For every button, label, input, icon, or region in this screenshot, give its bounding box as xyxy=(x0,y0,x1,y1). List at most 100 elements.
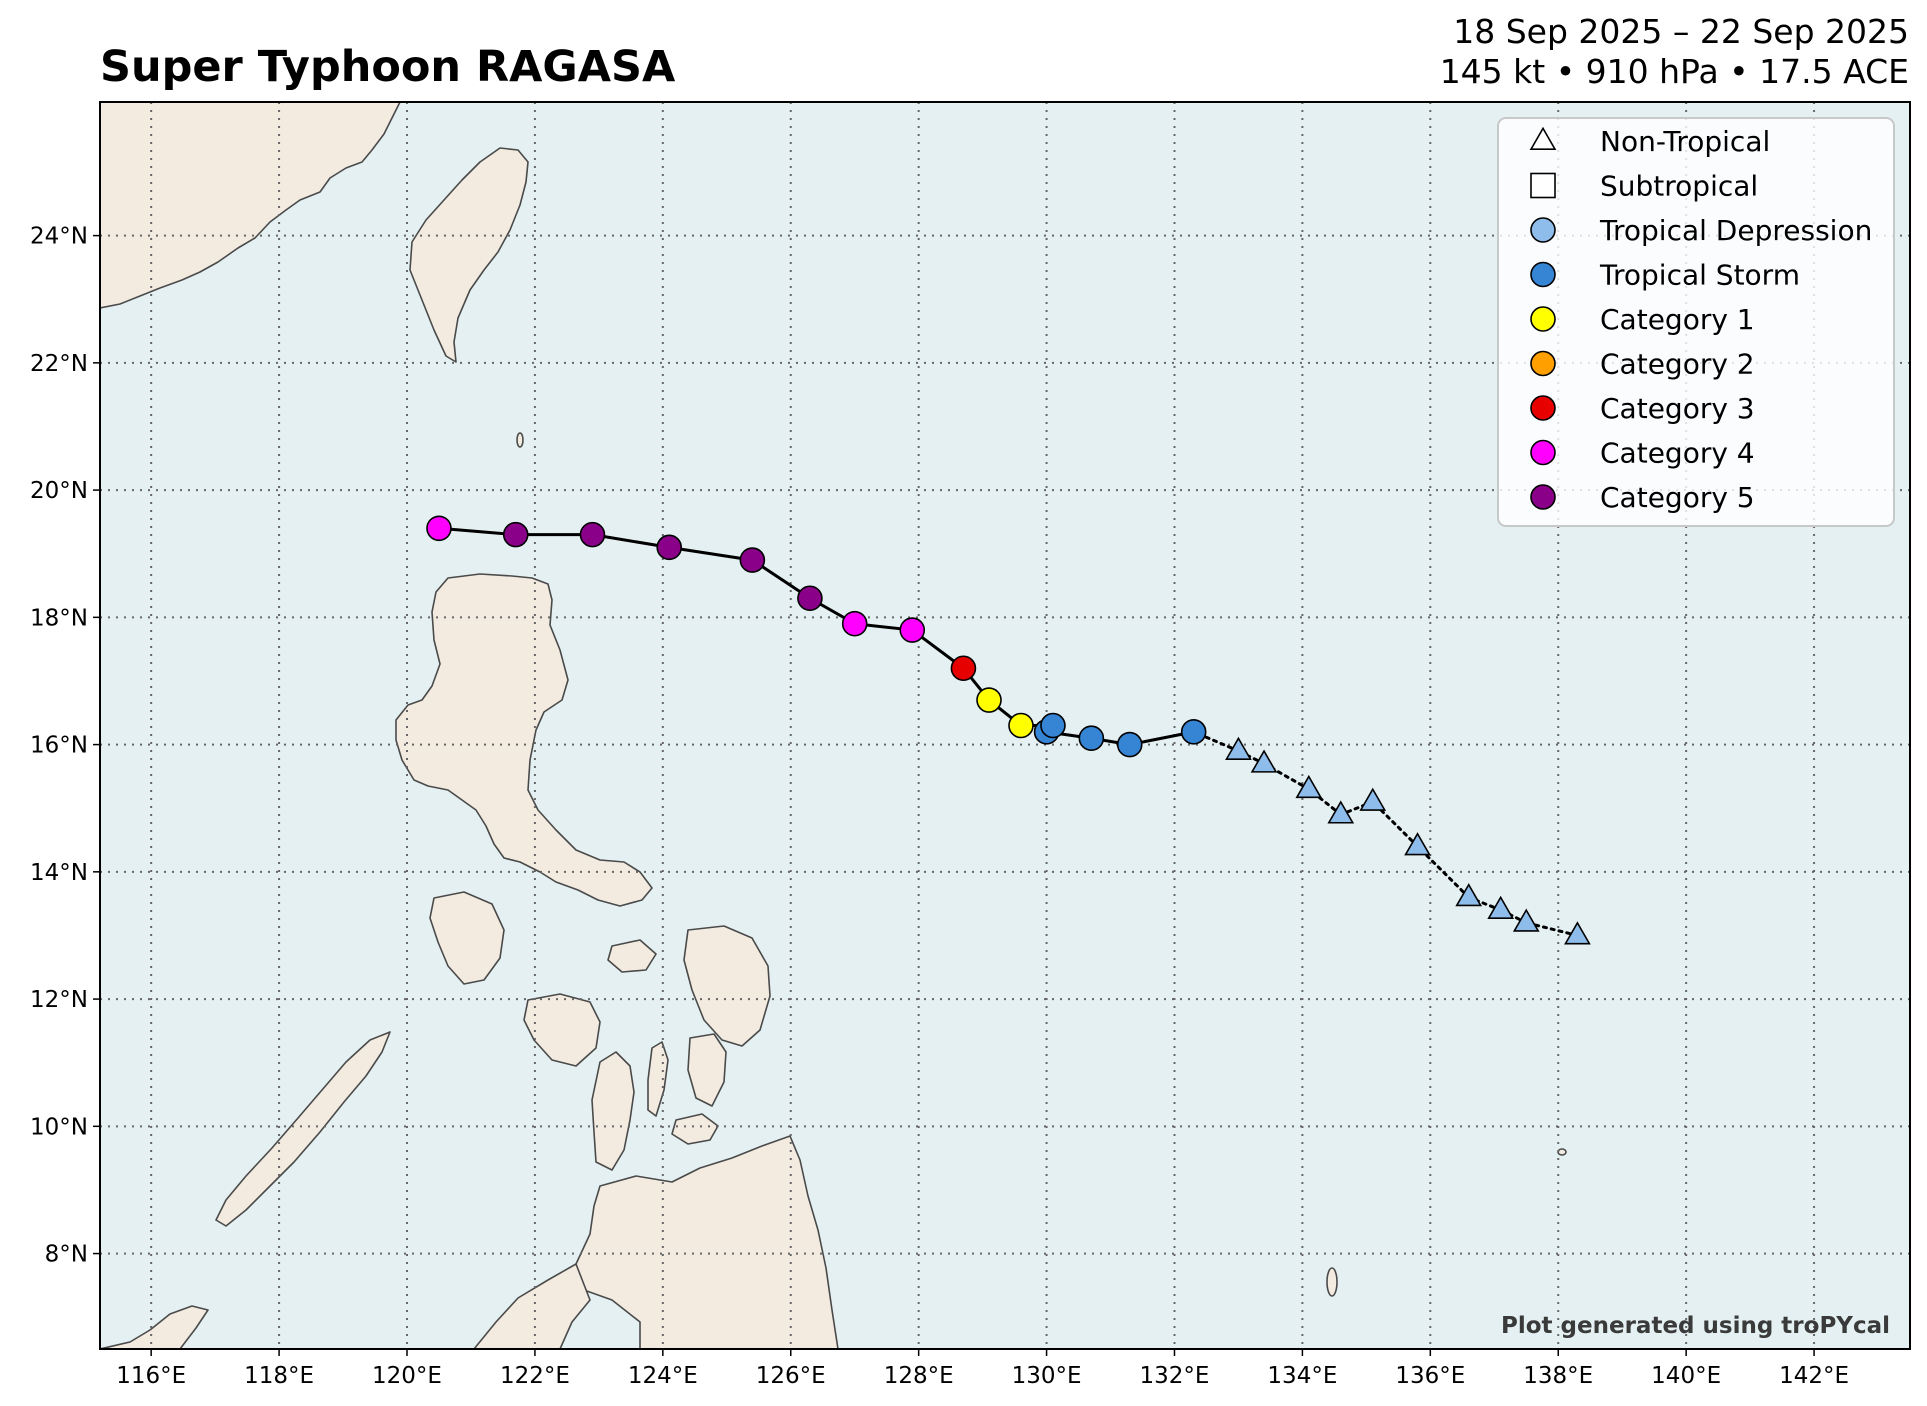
track-point[interactable] xyxy=(502,521,529,548)
x-tick-label: 138°E xyxy=(1523,1363,1593,1389)
luzon xyxy=(395,573,653,907)
legend-entry: Tropical Storm xyxy=(1530,259,1800,292)
batanes-island xyxy=(516,432,524,448)
masbate xyxy=(607,939,657,973)
zamboanga xyxy=(473,1263,591,1349)
circle-icon xyxy=(1530,217,1556,243)
legend-label: Category 4 xyxy=(1600,437,1755,470)
x-tick-label: 136°E xyxy=(1395,1363,1465,1389)
track-point[interactable] xyxy=(950,655,977,682)
circle-icon xyxy=(1530,350,1556,377)
y-tick-label: 16°N xyxy=(30,733,88,759)
track-point[interactable] xyxy=(1295,774,1323,799)
x-tick-label: 128°E xyxy=(884,1363,954,1389)
date-range: 18 Sep 2025 – 22 Sep 2025 xyxy=(1453,12,1909,51)
track-point[interactable] xyxy=(1455,883,1483,907)
track-point[interactable] xyxy=(899,617,926,643)
legend-label: Category 1 xyxy=(1600,303,1755,336)
track-point[interactable] xyxy=(976,687,1002,713)
y-tick-label: 14°N xyxy=(30,860,88,886)
cebu xyxy=(647,1041,669,1117)
track-point[interactable] xyxy=(1564,921,1591,945)
track-segment xyxy=(1339,800,1375,817)
track-point[interactable] xyxy=(656,534,683,561)
track-segment xyxy=(590,533,671,549)
track-point[interactable] xyxy=(1359,787,1387,811)
legend-entry: Category 1 xyxy=(1530,303,1755,336)
track-point[interactable] xyxy=(1327,800,1355,824)
track-point[interactable] xyxy=(1487,895,1515,919)
square-icon xyxy=(1530,172,1556,199)
storm-track xyxy=(426,515,1591,945)
track-point[interactable] xyxy=(1116,731,1143,758)
track-point[interactable] xyxy=(1180,719,1207,745)
circle-icon xyxy=(1530,395,1556,421)
mindoro xyxy=(429,891,505,985)
legend-label: Subtropical xyxy=(1600,170,1758,203)
circle-icon xyxy=(1530,306,1556,332)
track-point[interactable] xyxy=(426,515,452,542)
y-tick-label: 20°N xyxy=(30,478,88,504)
leyte xyxy=(687,1033,727,1107)
track-point[interactable] xyxy=(1225,736,1252,760)
x-tick-label: 140°E xyxy=(1651,1363,1721,1389)
y-tick-label: 10°N xyxy=(30,1114,88,1140)
track-point[interactable] xyxy=(1512,908,1540,932)
palawan xyxy=(215,1031,391,1227)
legend-entry: Tropical Depression xyxy=(1530,214,1872,247)
y-tick-label: 18°N xyxy=(30,605,88,631)
circle-icon xyxy=(1530,261,1556,288)
credit-text: Plot generated using troPYcal xyxy=(1501,1313,1890,1339)
track-point[interactable] xyxy=(1404,832,1431,856)
track-point[interactable] xyxy=(797,585,823,612)
triangle-icon xyxy=(1529,126,1557,150)
track-point[interactable] xyxy=(739,547,766,573)
legend-label: Category 5 xyxy=(1600,481,1755,514)
track-point[interactable] xyxy=(579,521,606,548)
y-tick-label: 22°N xyxy=(30,351,88,377)
x-tick-label: 142°E xyxy=(1779,1363,1849,1389)
x-tick-label: 126°E xyxy=(756,1363,826,1389)
circle-icon xyxy=(1530,484,1556,510)
track-point[interactable] xyxy=(1078,725,1105,752)
x-tick-label: 122°E xyxy=(500,1363,570,1389)
x-tick-label: 130°E xyxy=(1012,1363,1082,1389)
y-tick-label: 8°N xyxy=(45,1242,88,1268)
legend-box xyxy=(1497,117,1895,527)
palau-island xyxy=(1326,1267,1338,1297)
borneo xyxy=(100,1305,209,1349)
y-tick-label: 12°N xyxy=(30,987,88,1013)
circle-icon xyxy=(1530,439,1556,466)
legend-entry: Category 3 xyxy=(1530,392,1755,425)
panay xyxy=(523,993,601,1067)
x-tick-label: 120°E xyxy=(372,1363,442,1389)
graticule xyxy=(100,102,1910,1349)
track-point[interactable] xyxy=(1008,712,1034,739)
legend-entry: Subtropical xyxy=(1530,170,1758,203)
legend-label: Tropical Depression xyxy=(1599,214,1872,247)
bohol xyxy=(671,1113,719,1145)
map-title: Super Typhoon RAGASA xyxy=(100,42,676,92)
legend-entry: Category 4 xyxy=(1530,437,1755,470)
track-point[interactable] xyxy=(1040,712,1066,739)
map-subtitle: 18 Sep 2025 – 22 Sep 2025 145 kt • 910 h… xyxy=(1440,12,1909,92)
legend-label: Tropical Storm xyxy=(1599,259,1800,292)
track-point[interactable] xyxy=(841,610,868,637)
negros xyxy=(591,1051,635,1171)
y-tick-label: 24°N xyxy=(30,224,88,250)
legend-entry: Category 5 xyxy=(1530,481,1755,514)
legend-entry: Non-Tropical xyxy=(1529,125,1770,158)
legend-entry: Category 2 xyxy=(1530,348,1755,381)
x-tick-label: 134°E xyxy=(1267,1363,1337,1389)
samar xyxy=(683,925,771,1047)
land-layer xyxy=(100,102,1567,1349)
track-segment xyxy=(1371,800,1420,848)
legend-label: Category 3 xyxy=(1600,392,1755,425)
x-tick-label: 116°E xyxy=(116,1363,186,1389)
legend-label: Non-Tropical xyxy=(1600,125,1770,158)
axis-labels: 116°E 118°E 120°E 122°E 124°E 126°E 128°E 130°E… xyxy=(30,224,1849,1389)
legend-label: Category 2 xyxy=(1600,348,1755,381)
track-point[interactable] xyxy=(1250,749,1278,773)
x-tick-label: 124°E xyxy=(628,1363,698,1389)
